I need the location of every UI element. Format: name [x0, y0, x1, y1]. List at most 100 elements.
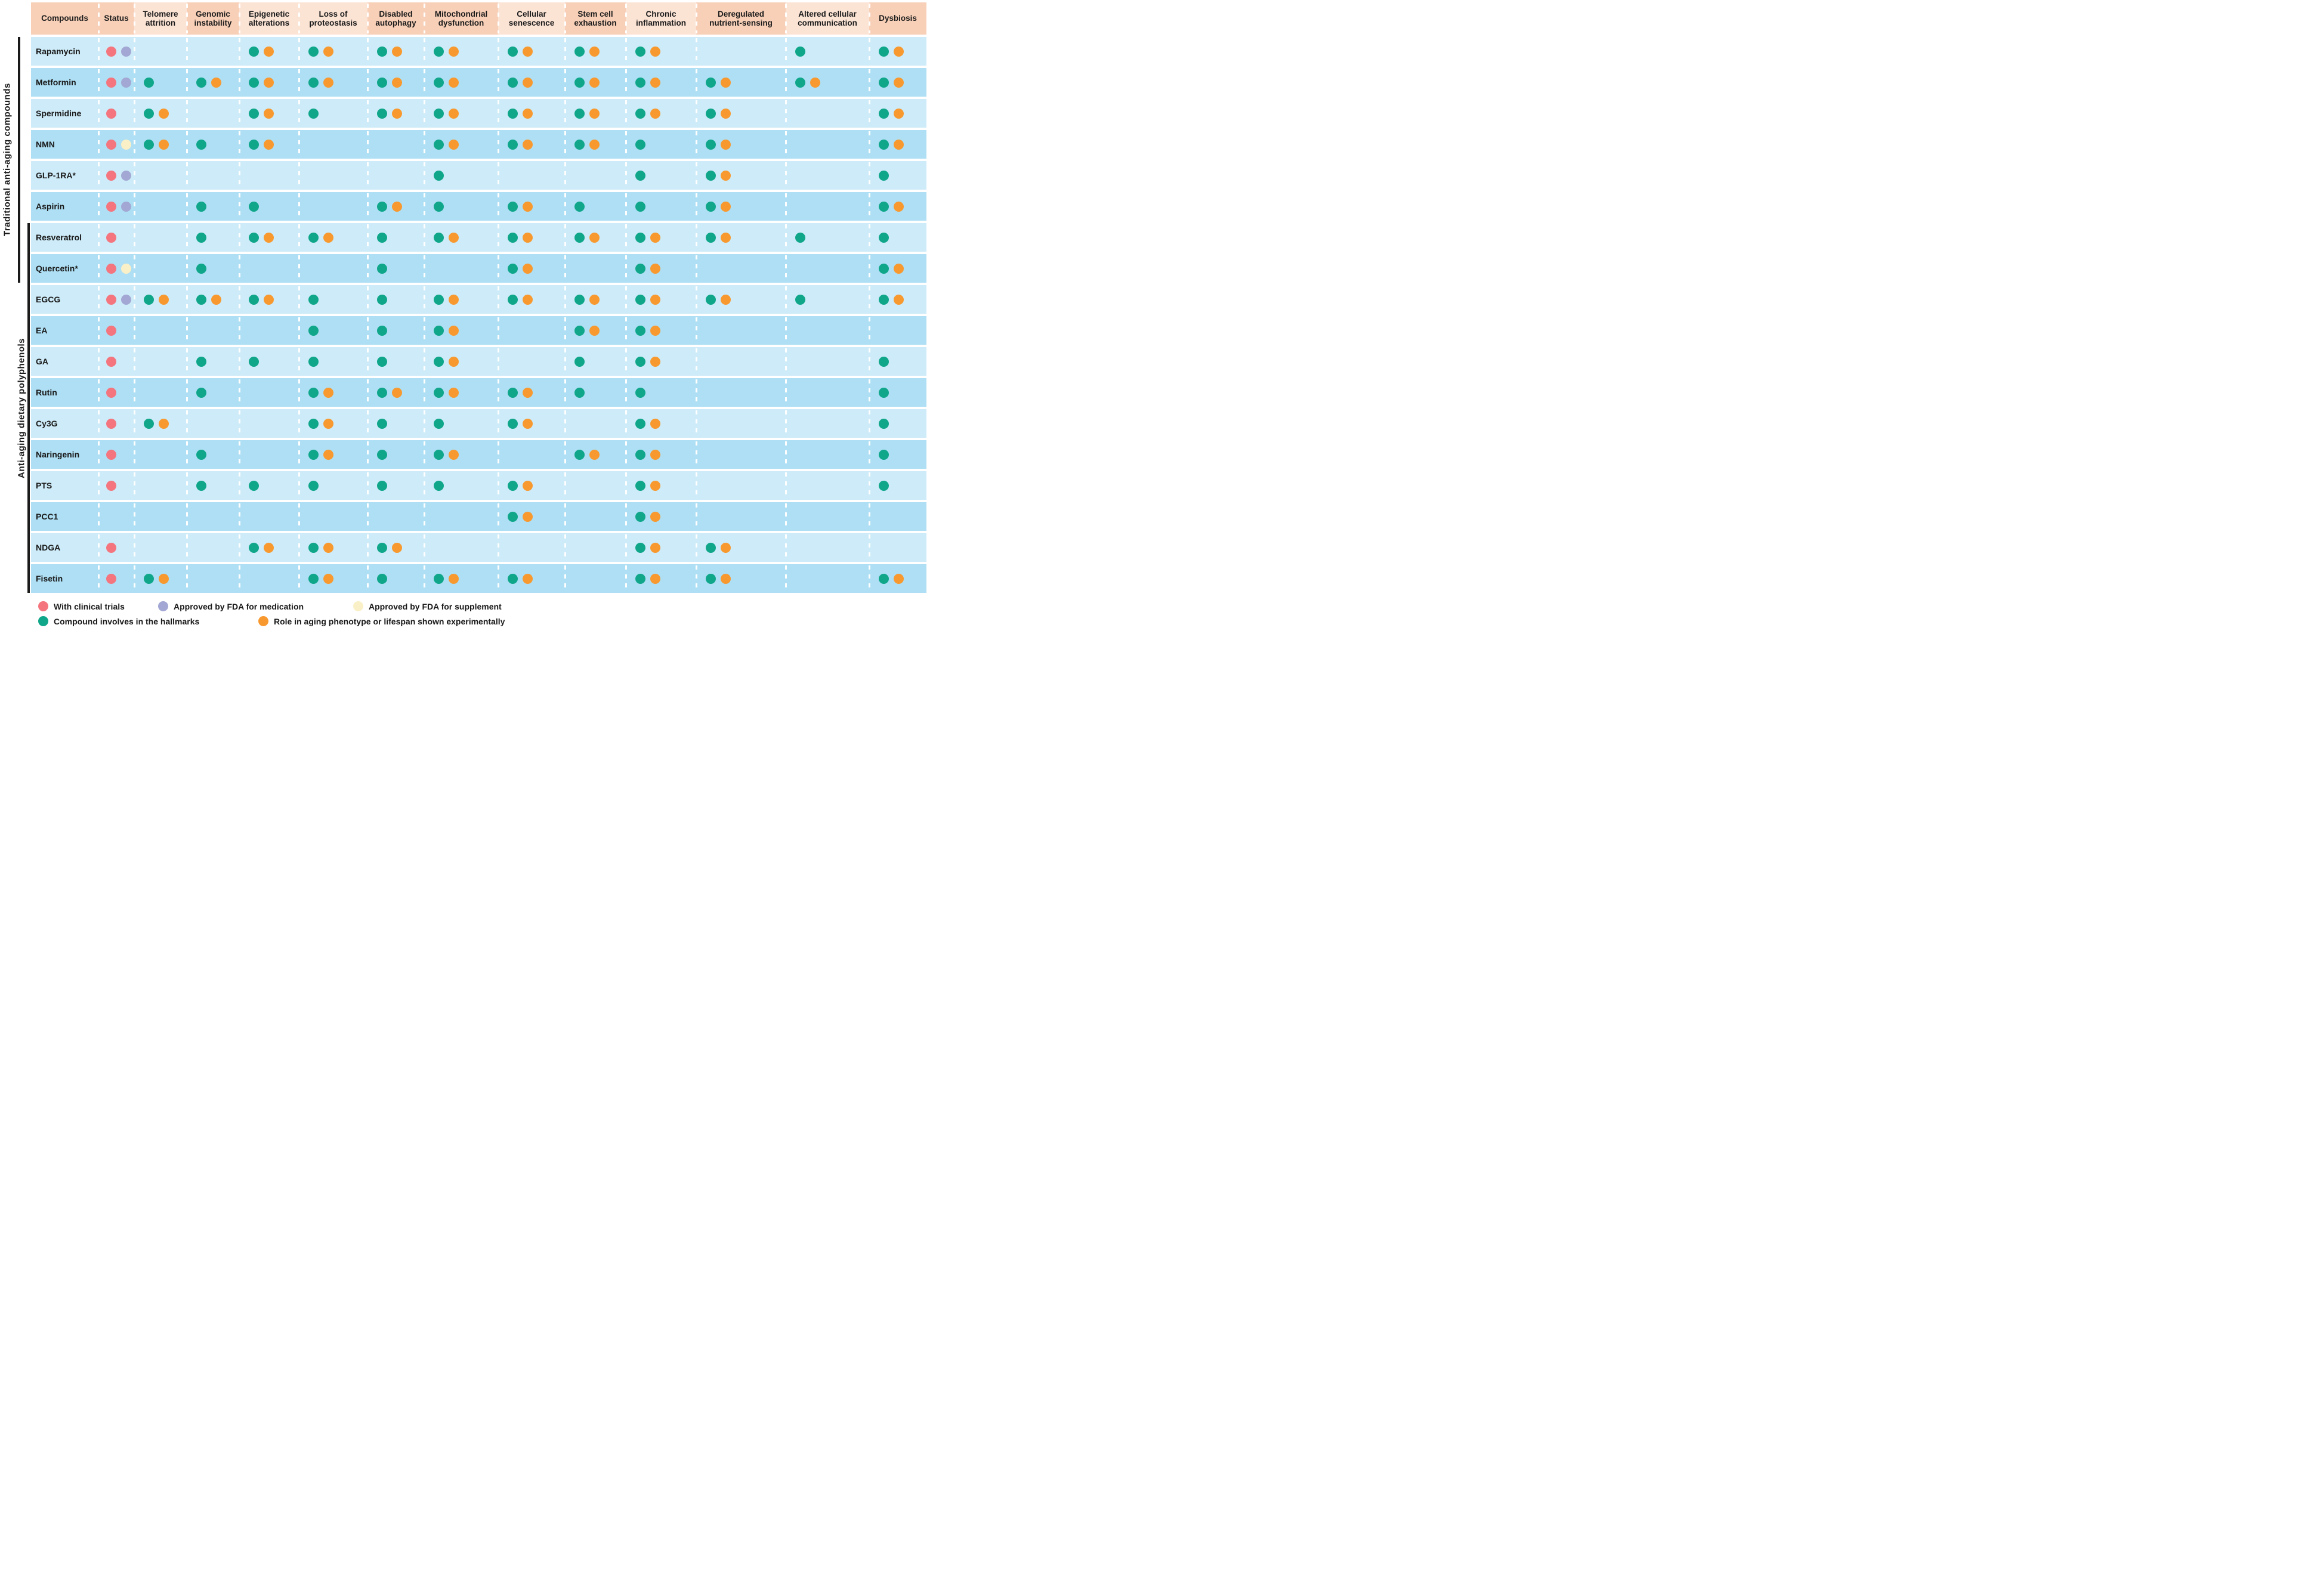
hallmark-involvement-dot	[706, 573, 716, 584]
experimental-role-dot	[650, 511, 660, 522]
cell-cellular-senescence	[498, 347, 565, 376]
status-cell	[98, 502, 134, 531]
cell-disabled-autophagy	[367, 347, 424, 376]
experimental-role-dot	[894, 294, 904, 305]
experimental-role-dot	[449, 573, 459, 584]
hallmark-involvement-dot	[879, 232, 889, 243]
legend-dot-pink	[38, 601, 48, 611]
hallmark-involvement-dot	[434, 201, 444, 212]
hallmark-involvement-dot	[574, 325, 585, 336]
hallmark-involvement-dot	[706, 542, 716, 553]
cell-stem-cell-exhaustion	[564, 68, 626, 97]
hallmark-involvement-dot	[196, 387, 206, 398]
experimental-role-dot	[589, 77, 600, 88]
legend-item-orange: Role in aging phenotype or lifespan show…	[258, 616, 592, 626]
hallmark-involvement-dot	[377, 232, 387, 243]
status-dot-supplement	[121, 263, 131, 274]
experimental-role-dot	[894, 139, 904, 150]
cell-deregulated-nutrient-sensing	[696, 161, 786, 190]
hallmark-involvement-dot	[879, 139, 889, 150]
compound-label: GLP-1RA*	[31, 161, 98, 190]
table-row-rapamycin: Rapamycin	[31, 37, 926, 66]
cell-mitochondrial-dysfunction	[424, 254, 498, 283]
cell-chronic-inflammation	[625, 254, 696, 283]
cell-deregulated-nutrient-sensing	[696, 564, 786, 593]
cell-disabled-autophagy	[367, 316, 424, 345]
cell-epigenetic-alterations	[239, 254, 299, 283]
cell-disabled-autophagy	[367, 533, 424, 562]
table-row-fisetin: Fisetin	[31, 564, 926, 593]
hallmark-involvement-dot	[508, 201, 518, 212]
cell-mitochondrial-dysfunction	[424, 130, 498, 159]
cell-genomic-instability	[186, 37, 239, 66]
hallmark-involvement-dot	[795, 77, 805, 88]
hallmark-involvement-dot	[574, 449, 585, 460]
hallmark-involvement-dot	[377, 480, 387, 491]
hallmark-involvement-dot	[879, 573, 889, 584]
experimental-role-dot	[721, 232, 731, 243]
cell-dysbiosis	[869, 130, 926, 159]
cell-stem-cell-exhaustion	[564, 440, 626, 469]
cell-disabled-autophagy	[367, 68, 424, 97]
status-dot-clinical	[106, 325, 116, 336]
cell-loss-of-proteostasis	[298, 316, 367, 345]
hallmark-involvement-dot	[706, 170, 716, 181]
experimental-role-dot	[392, 542, 402, 553]
cell-epigenetic-alterations	[239, 223, 299, 252]
cell-deregulated-nutrient-sensing	[696, 378, 786, 407]
experimental-role-dot	[650, 356, 660, 367]
cell-chronic-inflammation	[625, 99, 696, 128]
status-cell	[98, 471, 134, 500]
column-header-loss-of-proteostasis: Loss of proteostasis	[298, 2, 367, 35]
status-dot-medication	[121, 46, 131, 57]
hallmark-involvement-dot	[508, 418, 518, 429]
experimental-role-dot	[721, 294, 731, 305]
cell-altered-cellular-communication	[785, 409, 869, 438]
hallmark-involvement-dot	[308, 449, 319, 460]
cell-mitochondrial-dysfunction	[424, 223, 498, 252]
hallmark-involvement-dot	[706, 294, 716, 305]
hallmark-involvement-dot	[434, 573, 444, 584]
experimental-role-dot	[721, 201, 731, 212]
cell-chronic-inflammation	[625, 130, 696, 159]
status-dot-medication	[121, 170, 131, 181]
experimental-role-dot	[323, 387, 333, 398]
experimental-role-dot	[392, 201, 402, 212]
compound-label: NMN	[31, 130, 98, 159]
hallmark-involvement-dot	[434, 480, 444, 491]
experimental-role-dot	[810, 77, 820, 88]
column-header-cellular-senescence: Cellular senescence	[498, 2, 565, 35]
cell-disabled-autophagy	[367, 254, 424, 283]
hallmark-involvement-dot	[508, 480, 518, 491]
cell-loss-of-proteostasis	[298, 378, 367, 407]
hallmark-involvement-dot	[706, 201, 716, 212]
hallmark-involvement-dot	[574, 139, 585, 150]
experimental-role-dot	[650, 232, 660, 243]
experimental-role-dot	[264, 294, 274, 305]
hallmark-involvement-dot	[308, 325, 319, 336]
column-header-label: Compounds	[41, 14, 88, 23]
hallmark-involvement-dot	[434, 449, 444, 460]
cell-genomic-instability	[186, 564, 239, 593]
table-row-ga: GA	[31, 347, 926, 376]
column-header-label: Cellular senescence	[508, 9, 555, 27]
cell-deregulated-nutrient-sensing	[696, 37, 786, 66]
hallmark-involvement-dot	[434, 77, 444, 88]
cell-deregulated-nutrient-sensing	[696, 99, 786, 128]
cell-chronic-inflammation	[625, 378, 696, 407]
hallmark-involvement-dot	[706, 232, 716, 243]
hallmark-involvement-dot	[434, 46, 444, 57]
hallmark-involvement-dot	[144, 108, 154, 119]
cell-altered-cellular-communication	[785, 316, 869, 345]
cell-stem-cell-exhaustion	[564, 285, 626, 314]
cell-telomere-attrition	[134, 285, 187, 314]
cell-loss-of-proteostasis	[298, 533, 367, 562]
status-cell	[98, 68, 134, 97]
column-header-dysbiosis: Dysbiosis	[869, 2, 926, 35]
status-dot-medication	[121, 294, 131, 305]
cell-telomere-attrition	[134, 502, 187, 531]
hallmark-involvement-dot	[196, 232, 206, 243]
cell-chronic-inflammation	[625, 440, 696, 469]
experimental-role-dot	[323, 573, 333, 584]
table-row-pts: PTS	[31, 471, 926, 500]
